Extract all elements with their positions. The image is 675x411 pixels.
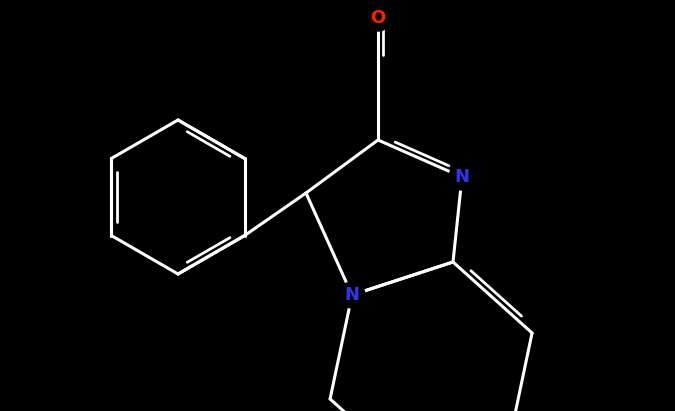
Circle shape xyxy=(365,5,391,31)
Text: N: N xyxy=(344,286,360,304)
Text: O: O xyxy=(371,9,385,27)
Circle shape xyxy=(449,164,475,190)
Circle shape xyxy=(339,282,365,308)
Text: N: N xyxy=(454,168,470,186)
